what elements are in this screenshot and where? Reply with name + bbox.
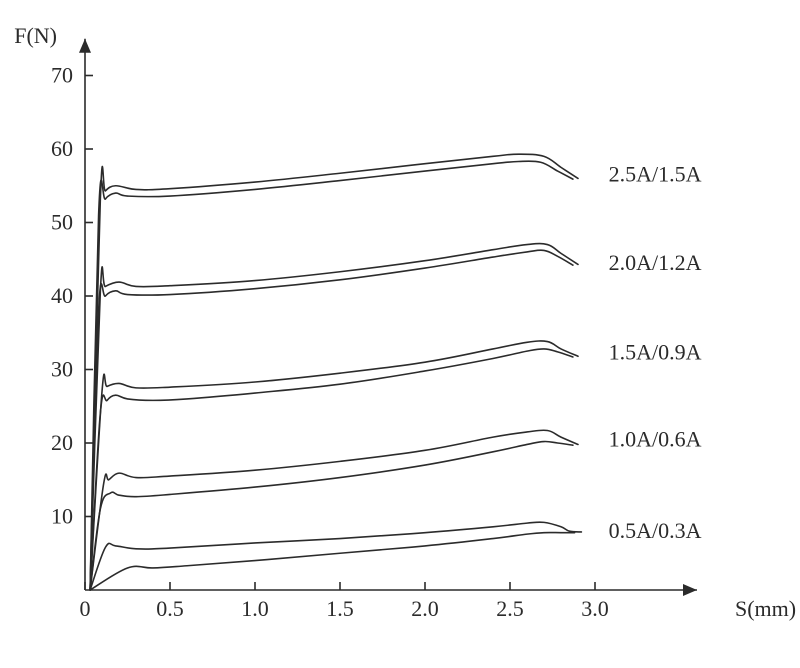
curve-lower bbox=[90, 533, 574, 590]
curve-upper bbox=[90, 154, 578, 590]
curve-upper bbox=[90, 430, 578, 590]
curve-label: 1.5A/0.9A bbox=[609, 340, 702, 365]
curve-label: 2.5A/1.5A bbox=[609, 162, 702, 187]
y-tick-label: 20 bbox=[51, 430, 73, 455]
curve-label: 1.0A/0.6A bbox=[609, 426, 702, 451]
x-tick-label: 2.5 bbox=[496, 596, 524, 621]
curve-label: 2.0A/1.2A bbox=[609, 250, 702, 275]
y-tick-label: 40 bbox=[51, 283, 73, 308]
y-tick-label: 60 bbox=[51, 136, 73, 161]
curve-label: 0.5A/0.3A bbox=[609, 518, 702, 543]
x-tick-label: 1.5 bbox=[326, 596, 354, 621]
x-axis-arrow bbox=[683, 584, 697, 596]
y-axis-arrow bbox=[79, 39, 91, 53]
x-tick-label: 0 bbox=[80, 596, 91, 621]
curve-upper bbox=[90, 341, 578, 590]
chart-container: 0 0.5 1.0 1.5 2.0 2.5 3.0 S(mm) 10 20 30 40 50 60 70 F(… bbox=[0, 0, 800, 668]
curve-upper bbox=[90, 522, 581, 590]
x-axis-label: S(mm) bbox=[735, 596, 796, 621]
y-axis-label: F(N) bbox=[14, 23, 57, 48]
x-tick-label: 3.0 bbox=[581, 596, 609, 621]
x-tick-label: 1.0 bbox=[241, 596, 269, 621]
y-tick-label: 30 bbox=[51, 357, 73, 382]
y-tick-label: 50 bbox=[51, 210, 73, 235]
y-tick-label: 70 bbox=[51, 63, 73, 88]
y-tick-label: 10 bbox=[51, 504, 73, 529]
x-tick-label: 2.0 bbox=[411, 596, 439, 621]
line-chart: 0 0.5 1.0 1.5 2.0 2.5 3.0 S(mm) 10 20 30 40 50 60 70 F(… bbox=[0, 0, 800, 668]
x-tick-label: 0.5 bbox=[156, 596, 184, 621]
